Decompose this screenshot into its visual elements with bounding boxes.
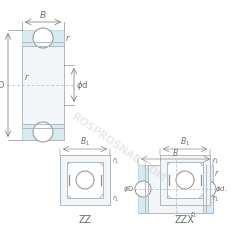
Text: $\phi$D: $\phi$D [0,78,6,92]
Text: $B_1$: $B_1$ [180,136,190,148]
Circle shape [33,122,53,142]
Text: B: B [173,149,178,158]
Bar [203,165,213,213]
Bar [67,162,103,198]
Circle shape [76,171,94,189]
Text: ZZ: ZZ [78,215,92,225]
Text: ZZX: ZZX [175,215,195,225]
Text: $\phi$D.: $\phi$D. [122,184,136,194]
Bar [167,162,203,198]
Circle shape [135,181,151,197]
Bar [138,165,213,213]
Bar [138,165,148,213]
Text: $\phi$d.: $\phi$d. [215,184,228,194]
Text: r: r [25,72,28,82]
Text: r: r [66,34,70,43]
Text: $\phi$d: $\phi$d [76,78,88,92]
Circle shape [33,28,53,48]
Bar [22,30,64,46]
Text: $r_1$: $r_1$ [112,156,120,166]
Bar [60,155,110,205]
Text: B: B [40,11,46,20]
Circle shape [176,171,194,189]
Text: ROSPROSNAB.COM: ROSPROSNAB.COM [70,112,166,184]
Bar [160,155,210,205]
Bar [22,124,64,140]
Text: $r_1$: $r_1$ [212,194,220,204]
Text: $r_1$: $r_1$ [212,156,220,166]
Circle shape [200,181,216,197]
Text: $r_1$: $r_1$ [190,210,198,220]
Text: $r_1$: $r_1$ [112,194,120,204]
Bar [22,30,64,140]
Text: $B_1$: $B_1$ [80,136,90,148]
Text: r: r [215,169,218,178]
